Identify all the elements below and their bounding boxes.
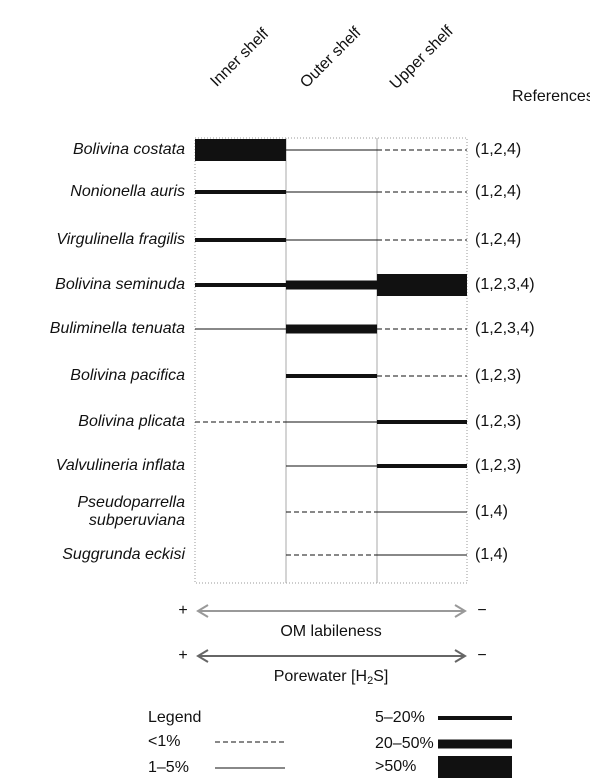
reference: (1,2,3,4): [475, 320, 535, 337]
arrow-head: [454, 604, 467, 618]
species-name: Bolivina plicata: [78, 413, 185, 430]
legend-label: <1%: [148, 733, 180, 750]
gradient-label: Porewater [H2S]: [274, 668, 389, 687]
label-part: Porewater [H: [274, 668, 367, 685]
reference: (1,2,3): [475, 457, 521, 474]
species-name: subperuviana: [89, 512, 185, 529]
arrow-head: [196, 649, 209, 663]
reference: (1,2,3): [475, 413, 521, 430]
abundance-bar: [377, 464, 467, 468]
abundance-bar: [286, 374, 377, 378]
reference: (1,2,4): [475, 183, 521, 200]
species-name: Nonionella auris: [70, 183, 185, 200]
frame: [194, 137, 468, 584]
abundance-bar: [377, 420, 467, 424]
species-name: Bolivina pacifica: [70, 367, 185, 384]
species-name: Bolivina costata: [73, 141, 185, 158]
abundance-bar: [377, 274, 467, 296]
reference: (1,2,3,4): [475, 276, 535, 293]
zone-header: Inner shelf: [207, 25, 272, 90]
abundance-bar: [195, 283, 286, 287]
abundance-bar: [195, 190, 286, 194]
label-part: 2: [367, 675, 373, 687]
reference: (1,2,3): [475, 367, 521, 384]
minus: −: [477, 647, 486, 664]
abundance-bar: [286, 324, 377, 334]
species-name: Pseudoparrella: [77, 494, 185, 511]
minus: −: [477, 602, 486, 619]
reference: (1,2,4): [475, 141, 521, 158]
species-name: Valvulineria inflata: [56, 457, 185, 474]
species-name: Bolivina seminuda: [55, 276, 185, 293]
reference: (1,4): [475, 546, 508, 563]
abundance-bar: [195, 139, 286, 161]
legend-label: 20–50%: [375, 735, 434, 752]
legend-label: 1–5%: [148, 759, 189, 776]
references-header: References: [512, 88, 590, 105]
abundance-bar: [195, 238, 286, 242]
abundance-bar: [286, 280, 377, 290]
legend-label: >50%: [375, 758, 416, 775]
legend-title: Legend: [148, 709, 201, 726]
species-name: Buliminella tenuata: [50, 320, 185, 337]
abundance-bar: [438, 756, 512, 778]
zone-header: Outer shelf: [297, 24, 365, 92]
abundance-bar: [438, 716, 512, 720]
species-name: Virgulinella fragilis: [56, 231, 185, 248]
legend-label: 5–20%: [375, 709, 425, 726]
plus: +: [178, 602, 187, 619]
reference: (1,4): [475, 503, 508, 520]
species-name: Suggrunda eckisi: [62, 546, 185, 563]
reference: (1,2,4): [475, 231, 521, 248]
gradient-label: OM labileness: [280, 623, 381, 640]
label-part: OM labileness: [280, 623, 381, 640]
plus: +: [178, 647, 187, 664]
label-part: S]: [373, 668, 388, 685]
abundance-bar: [438, 739, 512, 749]
arrow-head: [196, 604, 209, 618]
arrow-head: [454, 649, 467, 663]
zone-header: Upper shelf: [387, 22, 457, 92]
